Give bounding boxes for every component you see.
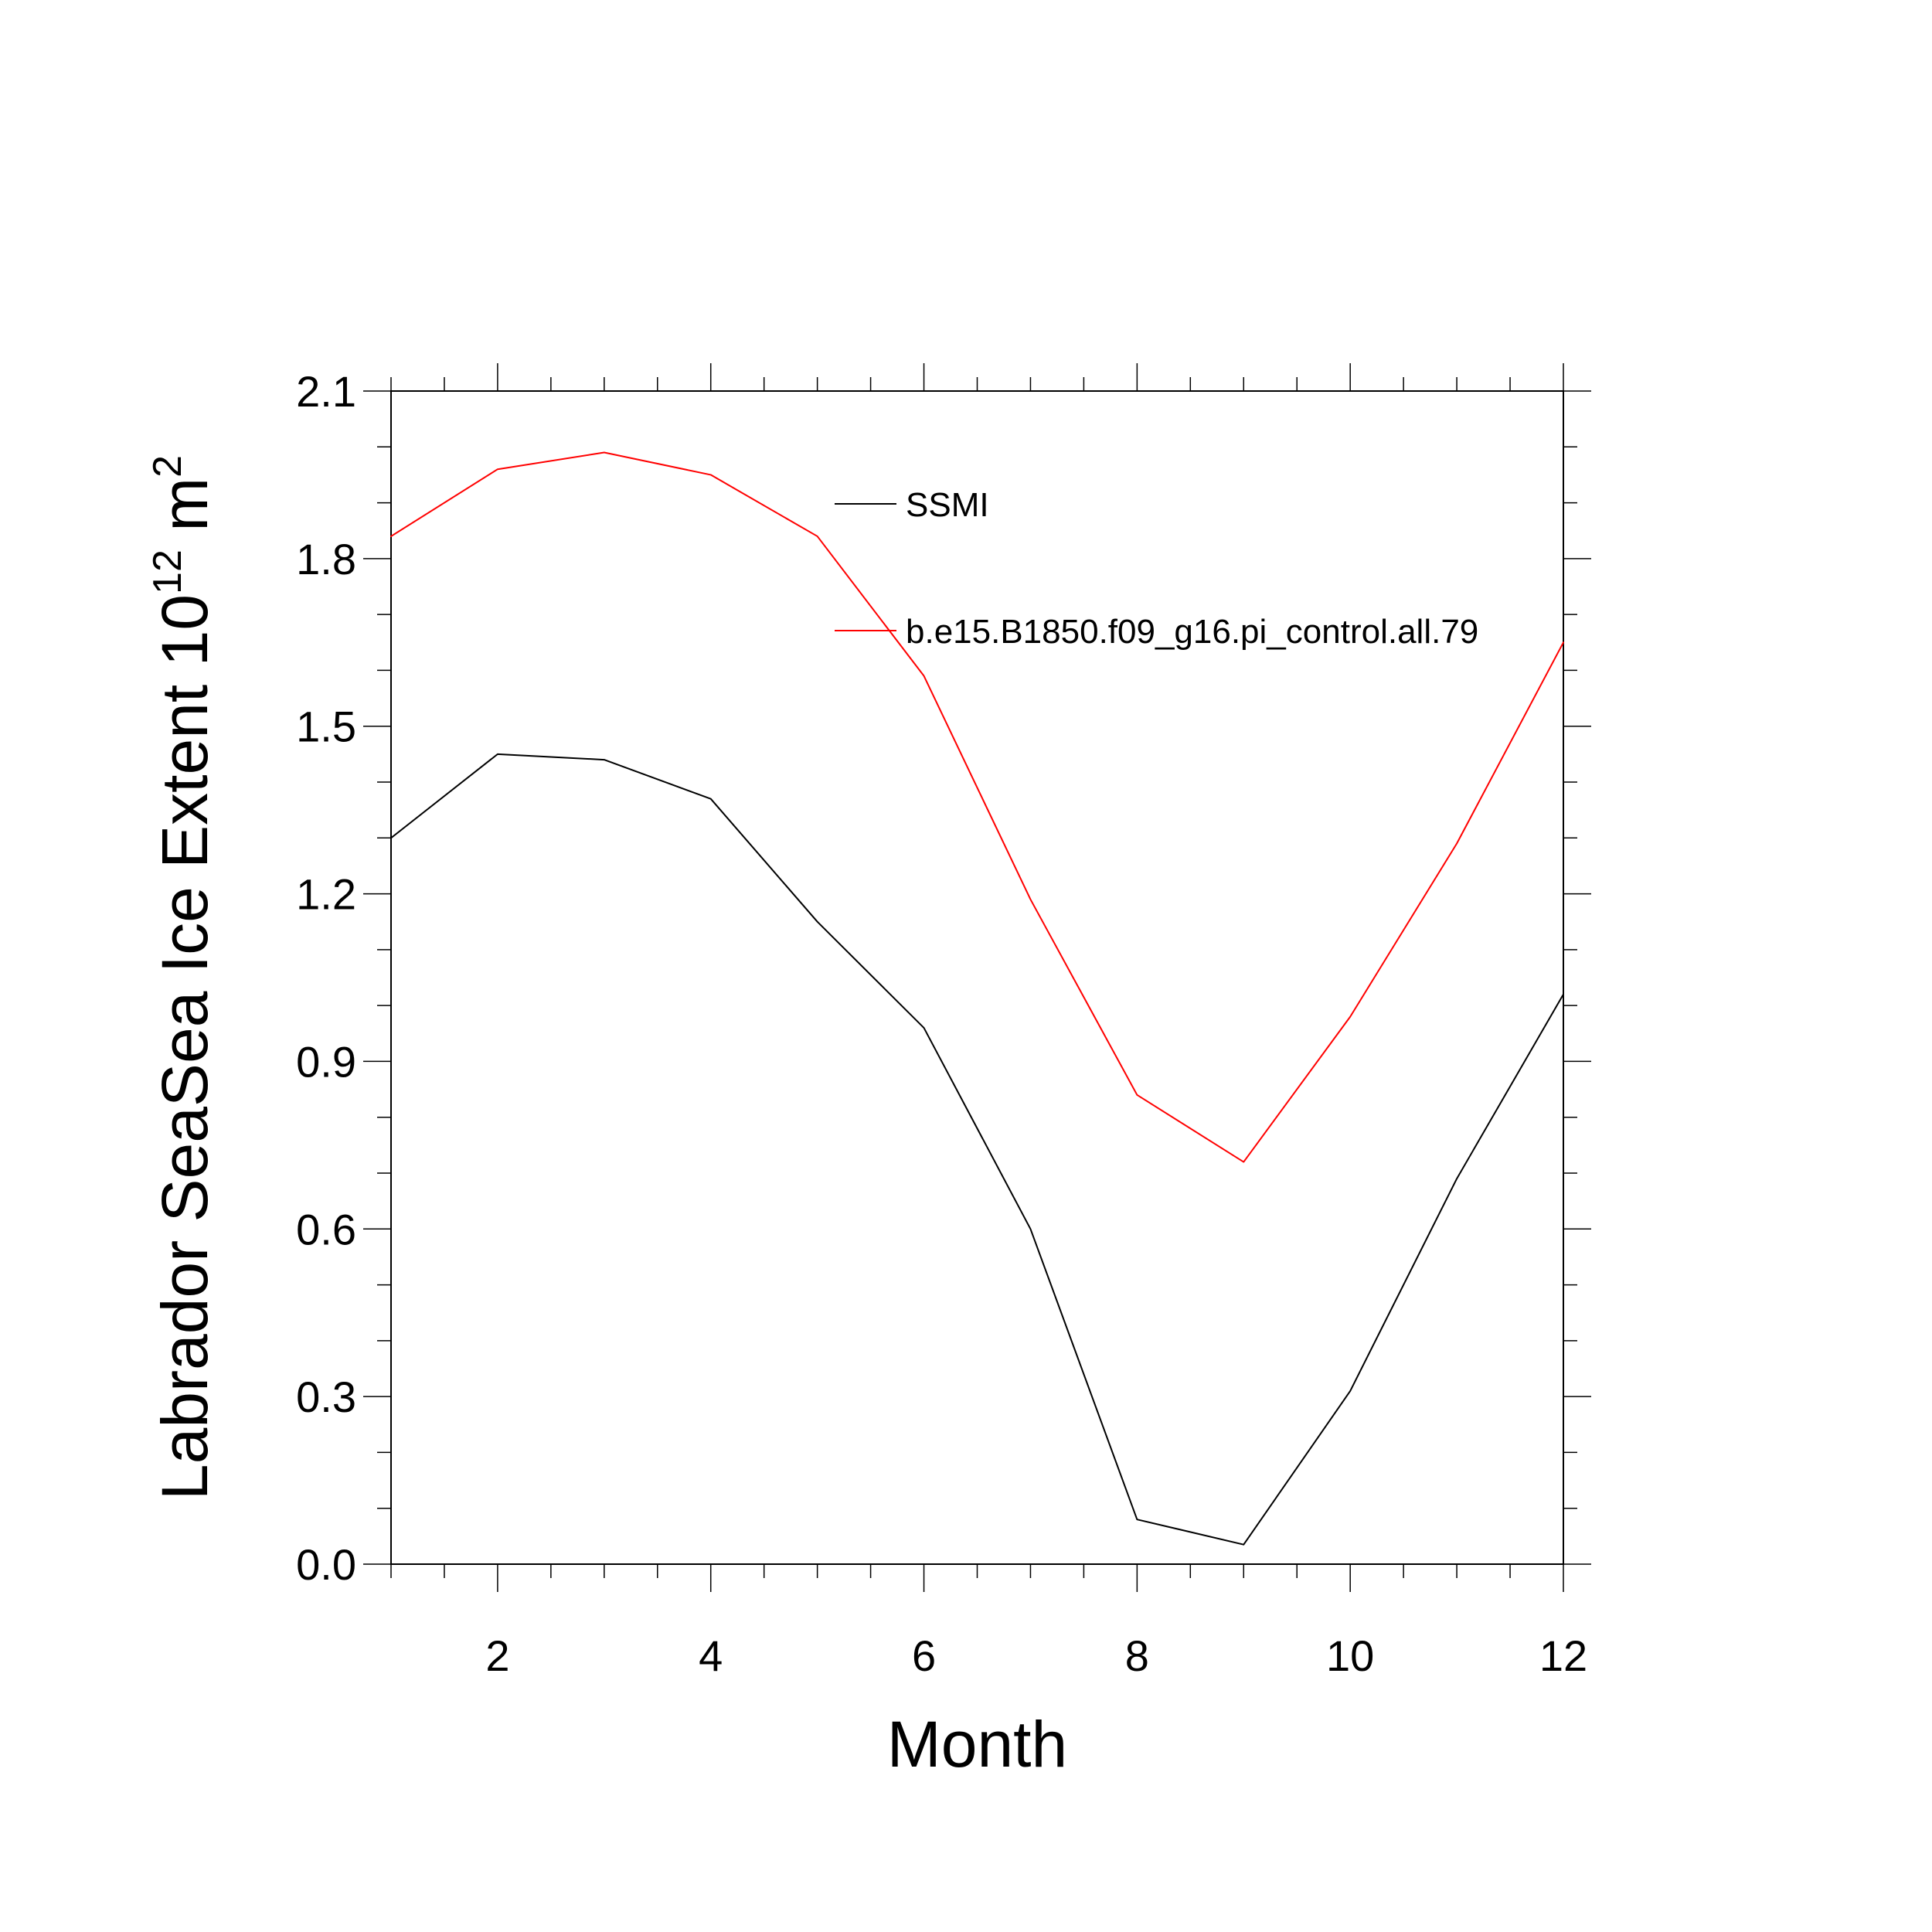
x-tick-label: 8 [1125, 1631, 1149, 1680]
legend-label-ssmi: SSMI [906, 486, 989, 524]
x-axis-title: Month [887, 1708, 1067, 1781]
y-tick-label: 1.2 [296, 870, 356, 919]
y-axis-title-main: Labrador SeaSea Ice Extent 10 [148, 594, 221, 1500]
y-axis-title-unit-exponent: 2 [145, 455, 190, 478]
y-tick-label: 1.5 [296, 702, 356, 751]
y-tick-label: 0.9 [296, 1037, 356, 1086]
y-tick-label: 0.6 [296, 1205, 356, 1253]
y-tick-label: 1.8 [296, 535, 356, 583]
x-tick-label: 12 [1539, 1631, 1587, 1680]
tick-marks [363, 363, 1591, 1592]
y-axis-title-unit: m [148, 478, 221, 549]
series-lines [390, 451, 1564, 1546]
y-tick-label: 2.1 [296, 367, 356, 416]
legend-label-model: b.e15.B1850.f09_g16.pi_control.all.79 [906, 613, 1478, 651]
series-line-ssmi [390, 753, 1564, 1546]
y-axis-title-exponent: 12 [145, 549, 190, 594]
x-tick-label: 2 [485, 1631, 509, 1680]
y-tick-label: 0.0 [296, 1540, 356, 1589]
x-tick-labels: 2 4 6 8 10 12 [485, 1631, 1587, 1680]
y-axis-title: Labrador SeaSea Ice Extent 1012 m2 [145, 455, 221, 1500]
series-line-model [390, 451, 1564, 1163]
y-tick-label: 0.3 [296, 1372, 356, 1421]
plot-frame [390, 390, 1564, 1565]
x-tick-label: 10 [1326, 1631, 1374, 1680]
x-tick-label: 4 [699, 1631, 723, 1680]
x-tick-label: 6 [912, 1631, 936, 1680]
y-tick-labels: 0.0 0.3 0.6 0.9 1.2 1.5 1.8 2.1 [296, 367, 356, 1589]
legend: SSMI b.e15.B1850.f09_g16.pi_control.all.… [835, 486, 1478, 651]
